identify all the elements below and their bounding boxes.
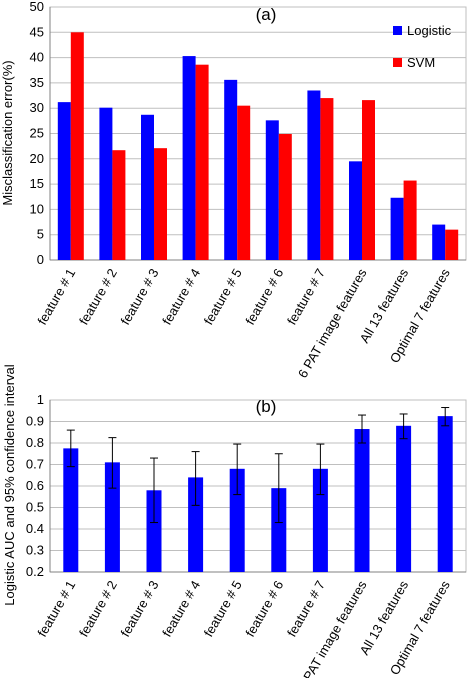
panel-b-y-tick-label: 0.9 (26, 414, 44, 429)
panel-a-y-tick-label: 30 (30, 100, 44, 115)
panel-b-category-label: feature # 2 (76, 578, 120, 639)
panel-b-bar (104, 462, 120, 572)
panel-a-y-tick-label: 45 (30, 24, 44, 39)
panel-a-category-label: feature # 7 (284, 266, 328, 327)
panel-b-y-tick-label: 0.8 (26, 435, 44, 450)
panel-b-bar (396, 425, 412, 572)
panel-a-category-label: feature # 1 (34, 266, 78, 327)
panel-a-category-label: feature # 2 (76, 266, 120, 327)
panel-a-y-tick-label: 5 (37, 227, 44, 242)
panel-a-y-tick-label: 35 (30, 75, 44, 90)
panel-a-bar (112, 150, 126, 260)
panel-b-y-tick-label: 0.6 (26, 478, 44, 493)
panel-b-y-tick-label: 0.5 (26, 500, 44, 515)
panel-a-bar (141, 114, 154, 260)
panel-a-y-tick-label: 20 (30, 151, 44, 166)
panel-b-bar (63, 448, 79, 572)
panel-a-bar (224, 79, 238, 260)
panel-a-bar (320, 98, 334, 260)
panel-a-legend-swatch (393, 58, 402, 67)
panel-a-bar (154, 148, 167, 260)
panel-a-bar (57, 102, 71, 261)
panel-b-bar (437, 416, 453, 572)
panel-b-category-label: feature # 7 (284, 578, 328, 639)
panel-b-y-tick-label: 0.7 (26, 457, 44, 472)
panel-b-y-tick-label: 0.4 (26, 521, 44, 536)
panel-a-category-label: feature # 5 (201, 266, 245, 327)
panel-a-bar (390, 197, 404, 260)
panel-b-category-label: feature # 5 (201, 578, 245, 639)
panel-a-y-tick-label: 50 (30, 0, 44, 14)
panel-a-bar (195, 64, 209, 261)
panel-b-category-label: feature # 6 (242, 578, 286, 639)
panel-a-y-tick-label: 0 (37, 252, 44, 267)
panel-a-y-tick-label: 15 (30, 176, 44, 191)
panel-a-y-tick-label: 40 (30, 50, 44, 65)
panel-a-bar (362, 100, 375, 260)
panel-a-y-tick-label: 10 (30, 201, 44, 216)
panel-a-y-tick-label: 25 (30, 126, 44, 141)
panel-a-bar (445, 229, 459, 260)
panel-a-category-label: feature # 6 (242, 266, 286, 327)
panel-b-y-axis-title: Logistic AUC and 95% confidence interval (2, 364, 17, 605)
panel-b-bar (146, 490, 162, 572)
panel-a-bar (70, 32, 84, 260)
panel-a-legend-swatch (393, 26, 402, 35)
panel-a-bar (265, 120, 279, 261)
panel-a-bar (307, 90, 321, 261)
panel-b-bar (354, 429, 370, 572)
panel-a-legend-label: Logistic (407, 23, 452, 38)
panel-a-bar (237, 105, 251, 260)
panel-b-bar (271, 488, 287, 572)
panel-a-bar (182, 56, 196, 260)
panel-a-label: (a) (256, 5, 277, 24)
panel-b-label: (b) (256, 397, 277, 416)
panel-a-category-label: feature # 3 (118, 266, 162, 327)
panel-b-y-tick-label: 1 (37, 392, 44, 407)
panel-a-y-axis-title: Misclassification error(%) (0, 60, 15, 205)
panel-a-bar (99, 107, 113, 260)
panel-a-bar (432, 224, 446, 260)
panel-a-bar (278, 134, 292, 260)
panel-b-bar (188, 477, 204, 572)
panel-b-y-tick-label: 0.2 (26, 564, 44, 579)
panel-b-category-label: feature # 1 (34, 578, 78, 639)
panel-a-bar (403, 180, 417, 260)
panel-b-y-tick-label: 0.3 (26, 543, 44, 558)
panel-a-legend-label: SVM (407, 55, 435, 70)
panel-a-category-label: feature # 4 (159, 266, 203, 327)
panel-b-category-label: feature # 4 (159, 578, 203, 639)
panel-b-category-label: feature # 3 (118, 578, 162, 639)
panel-a-bar (349, 161, 362, 260)
